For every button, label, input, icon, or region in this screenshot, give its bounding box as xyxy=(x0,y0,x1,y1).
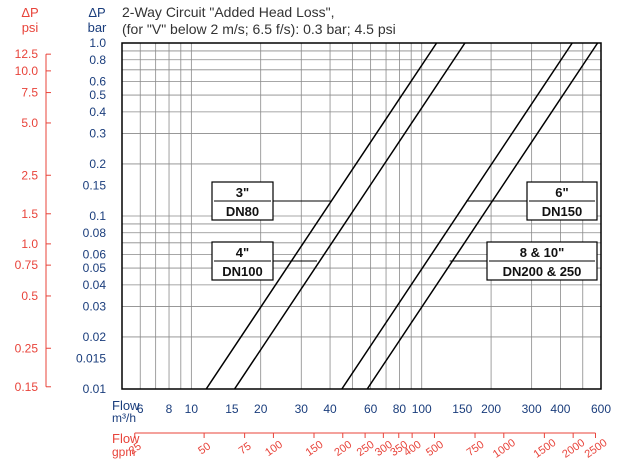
psi-tick-label: 5.0 xyxy=(21,116,38,130)
chart-title: 2-Way Circuit "Added Head Loss", xyxy=(122,4,335,20)
y-tick-label: 0.3 xyxy=(89,126,106,140)
x-axis-title-line1: Flow xyxy=(112,398,140,413)
y-tick-label: 1.0 xyxy=(89,36,106,50)
x-tick-label: 100 xyxy=(412,402,432,416)
x-axis-title-line2: m³/h xyxy=(112,411,136,425)
y-tick-label: 0.06 xyxy=(83,247,107,261)
bar-axis-title-line1: ΔP xyxy=(88,5,105,20)
bar-axis-title-line2: bar xyxy=(88,20,107,35)
psi-axis-title-line2: psi xyxy=(22,20,39,35)
gpm-tick-label: 75 xyxy=(237,440,254,457)
gpm-tick-label: 150 xyxy=(304,439,326,459)
y-tick-label: 0.8 xyxy=(89,53,106,67)
x-tick-label: 300 xyxy=(522,402,542,416)
chart-subtitle: (for "V" below 2 m/s; 6.5 f/s): 0.3 bar;… xyxy=(122,21,396,37)
plot-frame xyxy=(121,42,602,390)
gpm-tick-label: 1500 xyxy=(531,437,558,461)
y-tick-label: 0.05 xyxy=(83,261,107,275)
callout-size-label: 8 & 10" xyxy=(520,245,564,260)
gpm-tick-label: 200 xyxy=(332,439,354,459)
callout-dn-label: DN200 & 250 xyxy=(503,264,582,279)
gpm-tick-label: 750 xyxy=(465,439,487,459)
y-tick-label: 0.2 xyxy=(89,157,106,171)
y-tick-label: 0.6 xyxy=(89,74,106,88)
series-line-4 xyxy=(366,42,599,390)
psi-tick-label: 2.5 xyxy=(21,168,38,182)
x-tick-label: 6 xyxy=(137,402,144,416)
x-tick-label: 80 xyxy=(393,402,407,416)
y-tick-label: 0.08 xyxy=(83,226,107,240)
psi-axis: 12.5 10.0 7.5 5.0 2.5 1.5 1.0 0.75 0.5 0.25 0.15 xyxy=(15,47,51,394)
callout-dn-label: DN80 xyxy=(226,204,259,219)
y-tick-label: 0.1 xyxy=(89,209,106,223)
psi-tick-label: 1.0 xyxy=(21,237,38,251)
psi-tick-label: 0.75 xyxy=(15,258,39,272)
callout-dn-label: DN100 xyxy=(222,264,262,279)
psi-tick-label: 12.5 xyxy=(15,47,39,61)
gpm-tick-label: 500 xyxy=(424,439,446,459)
gpm-axis-title-line1: Flow xyxy=(112,431,140,446)
x-tick-label: 30 xyxy=(295,402,309,416)
callout-size-label: 6" xyxy=(555,185,568,200)
plot-border xyxy=(121,42,602,390)
x-tick-label: 400 xyxy=(550,402,570,416)
x-tick-label: 20 xyxy=(254,402,268,416)
y-tick-label: 0.01 xyxy=(83,382,107,396)
series-line-2 xyxy=(233,42,466,390)
y-tick-label: 0.02 xyxy=(83,330,107,344)
psi-tick-label: 7.5 xyxy=(21,86,38,100)
callout-size-label: 4" xyxy=(236,245,249,260)
gpm-tick-label: 50 xyxy=(196,440,213,457)
series-lines xyxy=(205,42,599,390)
callouts: 3" DN80 4" DN100 6" DN150 8 & 10" DN200 & 250 xyxy=(211,181,598,281)
psi-axis-title-line1: ΔP xyxy=(21,5,38,20)
y-tick-label: 0.5 xyxy=(89,88,106,102)
psi-tick-label: 0.5 xyxy=(21,289,38,303)
callout-size-label: 3" xyxy=(236,185,249,200)
x-tick-label: 8 xyxy=(166,402,173,416)
x-tick-label: 40 xyxy=(323,402,337,416)
gpm-tick-label: 25 xyxy=(127,440,144,457)
series-line-3 xyxy=(341,42,573,390)
psi-tick-label: 0.15 xyxy=(15,380,39,394)
x-tick-label: 10 xyxy=(185,402,199,416)
y-tick-label: 0.03 xyxy=(83,299,107,313)
x-tick-label: 200 xyxy=(481,402,501,416)
series-line-1 xyxy=(205,42,438,390)
x-tick-labels: 6 8 10 15 20 30 40 60 80 100 150 200 300 400 600 xyxy=(137,402,611,416)
y-tick-label: 0.15 xyxy=(83,179,107,193)
gpm-tick-label: 100 xyxy=(263,439,285,459)
x-tick-label: 60 xyxy=(364,402,378,416)
y-tick-label: 0.04 xyxy=(83,278,107,292)
callout-dn-label: DN150 xyxy=(542,204,582,219)
x-tick-label: 150 xyxy=(452,402,472,416)
psi-tick-label: 1.5 xyxy=(21,207,38,221)
gpm-axis-title-line2: gpm xyxy=(112,445,135,459)
gpm-tick-label: 2000 xyxy=(560,437,587,461)
y-tick-label: 0.015 xyxy=(76,352,106,366)
x-tick-label: 600 xyxy=(591,402,611,416)
y-tick-label: 0.4 xyxy=(89,105,106,119)
x-tick-label: 15 xyxy=(225,402,239,416)
y-tick-labels: 1.0 0.8 0.60.5 0.4 0.3 0.2 0.15 0.1 0.08 0.060.05… xyxy=(76,36,106,396)
gpm-tick-label: 2500 xyxy=(583,437,610,461)
psi-tick-label: 10.0 xyxy=(15,64,39,78)
psi-tick-label: 0.25 xyxy=(15,341,39,355)
gpm-tick-label: 1000 xyxy=(491,437,518,461)
